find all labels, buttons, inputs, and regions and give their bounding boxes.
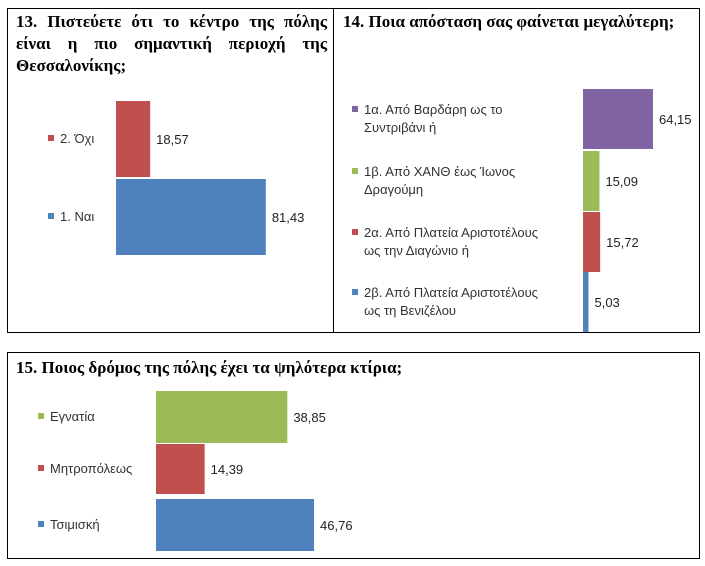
value-label-3: 5,03 xyxy=(594,295,619,310)
value-label-1: 14,39 xyxy=(211,462,244,477)
bar-3 xyxy=(583,272,589,332)
bar-1 xyxy=(116,179,266,255)
chart-q14: 64,15 1α. Από Βαρδάρη ως το Συντριβάνι ή 15… xyxy=(352,89,692,332)
legend-marker-2 xyxy=(38,521,44,527)
category-label-0: Εγνατία xyxy=(50,409,95,424)
legend-marker-1 xyxy=(48,213,54,219)
chart-q13: 18,57 2. Όχι 81,43 1. Ναι xyxy=(48,101,305,255)
category-label-0: 1α. Από Βαρδάρη ως το Συντριβάνι ή xyxy=(364,102,503,135)
legend-marker-0 xyxy=(48,135,54,141)
bar-0 xyxy=(156,391,288,443)
value-label-0: 18,57 xyxy=(156,132,189,147)
value-label-2: 15,72 xyxy=(606,235,639,250)
category-label-1: Μητροπόλεως xyxy=(50,461,132,476)
value-label-1: 81,43 xyxy=(272,210,305,225)
legend-marker-0 xyxy=(352,106,358,112)
value-label-2: 46,76 xyxy=(320,518,353,533)
chart-title-q14: 14. Ποια απόσταση σας φαίνεται μεγαλύτερ… xyxy=(343,12,675,31)
bar-0 xyxy=(583,89,653,149)
bar-2 xyxy=(583,212,601,272)
category-label-1: 1β. Από ΧΑΝΘ έως Ίωνος Δραγούμη xyxy=(364,164,515,197)
chart-title-q15: 15. Ποιος δρόμος της πόλης έχει τα ψηλότ… xyxy=(16,358,403,377)
legend-marker-2 xyxy=(352,229,358,235)
bar-0 xyxy=(116,101,151,177)
bar-1 xyxy=(156,444,205,494)
category-label-1: 1. Ναι xyxy=(60,209,94,224)
bar-1 xyxy=(583,151,600,211)
legend-marker-0 xyxy=(38,413,44,419)
legend-marker-1 xyxy=(38,465,44,471)
chart-q15: 38,85 Εγνατία 14,39 Μητροπόλεως 46,76 Τσιμισκ… xyxy=(38,391,353,551)
chart-panel-q14: 14. Ποια απόσταση σας φαίνεται μεγαλύτερ… xyxy=(333,8,700,333)
chart-title-q13: 13. Πιστεύετε ότι το κέντρο της πόλης εί… xyxy=(16,12,327,75)
legend-marker-1 xyxy=(352,168,358,174)
value-label-0: 64,15 xyxy=(659,112,692,127)
chart-panel-q15: 15. Ποιος δρόμος της πόλης έχει τα ψηλότ… xyxy=(7,352,700,559)
category-label-0: 2. Όχι xyxy=(60,131,94,146)
legend-marker-3 xyxy=(352,289,358,295)
category-label-3: 2β. Από Πλατεία Αριστοτέλους ως τη Βενιζέ… xyxy=(364,285,538,318)
bar-2 xyxy=(156,499,315,551)
chart-panel-q13: 13. Πιστεύετε ότι το κέντρο της πόλης εί… xyxy=(7,8,334,333)
value-label-1: 15,09 xyxy=(605,174,638,189)
category-label-2: 2α. Από Πλατεία Αριστοτέλους ως την Διαγώ… xyxy=(364,225,538,258)
value-label-0: 38,85 xyxy=(293,410,326,425)
category-label-2: Τσιμισκή xyxy=(50,517,100,532)
